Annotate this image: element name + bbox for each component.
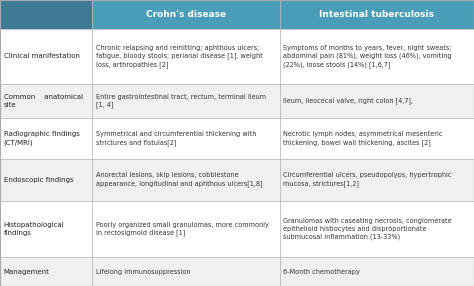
Text: Anorectal lesions, skip lesions, cobblestone
appearance, longitudinal and aphtho: Anorectal lesions, skip lesions, cobbles… [96,172,263,187]
Bar [280,84,474,118]
Text: Clinical manifestation: Clinical manifestation [4,53,80,59]
Text: Management: Management [4,269,50,275]
Bar [0,29,92,84]
Bar [0,0,92,29]
Text: Ileum, ileocecal valve, right colon [4,7],: Ileum, ileocecal valve, right colon [4,7… [283,98,413,104]
Bar [280,29,474,84]
Text: Lifelong immunosuppression: Lifelong immunosuppression [96,269,191,275]
Text: 6-Month chemotherapy: 6-Month chemotherapy [283,269,360,275]
Bar [92,159,280,200]
Bar [280,200,474,257]
Bar [280,0,474,29]
Bar [280,159,474,200]
Text: Symmetrical and circumferential thickening with
strictures and fistulas[2]: Symmetrical and circumferential thickeni… [96,131,256,146]
Bar [92,29,280,84]
Text: Common    anatomical
site: Common anatomical site [4,94,83,108]
Bar [92,257,280,286]
Text: Histopathological
findings: Histopathological findings [4,222,64,236]
Text: Symptoms of months to years, fever, night sweats;
abdominal pain (81%), weight l: Symptoms of months to years, fever, nigh… [283,45,452,68]
Bar [0,257,92,286]
Bar [0,84,92,118]
Bar [0,118,92,159]
Text: Chronic relapsing and remitting; aphthous ulcers;
fatigue, bloody stools; perian: Chronic relapsing and remitting; aphthou… [96,45,263,68]
Text: Intestinal tuberculosis: Intestinal tuberculosis [319,10,434,19]
Bar [92,84,280,118]
Bar [280,257,474,286]
Text: Radiographic findings
(CT/MRI): Radiographic findings (CT/MRI) [4,131,80,146]
Bar [280,118,474,159]
Text: Granulomas with caseating necrosis, conglomerate
epithelioid histiocytes and dis: Granulomas with caseating necrosis, cong… [283,218,452,240]
Text: Circumferential ulcers, pseudopolyps, hypertrophic
mucosa, strictures[1,2]: Circumferential ulcers, pseudopolyps, hy… [283,172,452,187]
Bar [92,118,280,159]
Text: Necrotic lymph nodes, asymmetrical mesenteric
thickening, bowel wall thickening,: Necrotic lymph nodes, asymmetrical mesen… [283,131,443,146]
Text: Endoscopic findings: Endoscopic findings [4,177,73,183]
Text: Entire gastrointestinal tract, rectum, terminal ileum
[1, 4]: Entire gastrointestinal tract, rectum, t… [96,94,266,108]
Text: Crohn's disease: Crohn's disease [146,10,226,19]
Bar [92,0,280,29]
Bar [92,200,280,257]
Text: Poorly organized small granulomas, more commonly
in rectosigmoid disease [1]: Poorly organized small granulomas, more … [96,222,269,236]
Bar [0,159,92,200]
Bar [0,200,92,257]
